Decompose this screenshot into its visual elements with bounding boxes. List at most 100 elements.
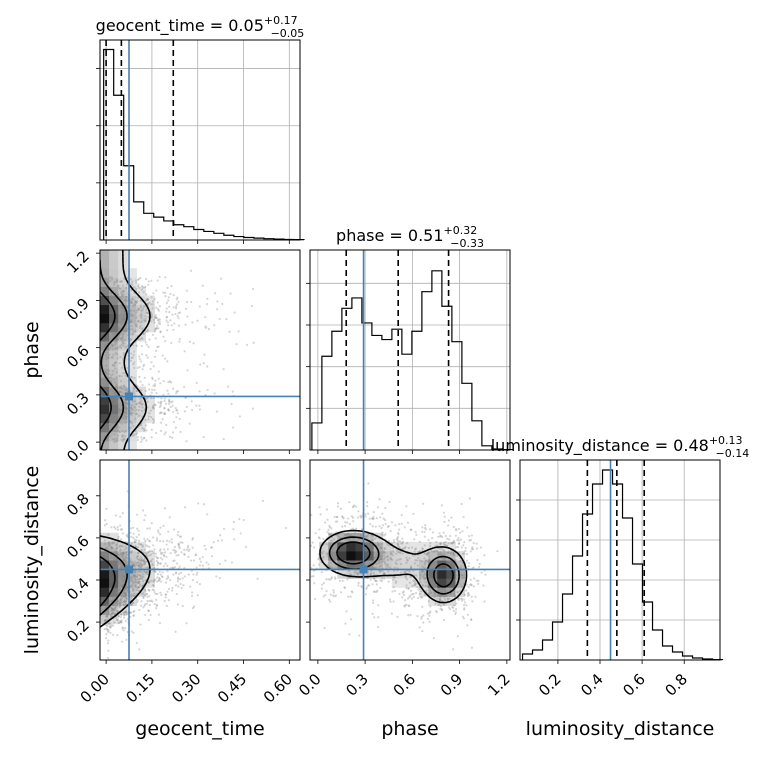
sample-point (153, 603, 156, 606)
sample-point (360, 527, 364, 531)
sample-point (438, 553, 441, 556)
density-cell (346, 560, 356, 570)
sample-point (115, 591, 118, 595)
sample-point (151, 417, 154, 421)
sample-point (403, 526, 406, 529)
sample-point (365, 586, 368, 589)
density-cell (109, 413, 119, 424)
sample-point (157, 613, 160, 616)
sample-point (124, 298, 128, 301)
sample-point (205, 303, 209, 306)
sample-point (115, 552, 118, 556)
sample-point (423, 566, 426, 569)
sample-point (114, 361, 117, 364)
sample-point (389, 557, 392, 560)
histogram-luminosity_distance (521, 469, 724, 661)
sample-point (381, 546, 384, 549)
sample-point (442, 558, 445, 561)
sample-point (118, 280, 122, 283)
sample-point (408, 570, 411, 573)
sample-point (138, 405, 141, 408)
sample-point (146, 527, 149, 530)
sample-point (169, 292, 172, 296)
sample-point (345, 533, 348, 536)
sample-point (451, 606, 454, 609)
sample-point (198, 404, 201, 407)
sample-point (168, 380, 172, 383)
sample-point (134, 579, 137, 582)
sample-point (138, 414, 141, 417)
density-cell (373, 569, 384, 579)
sample-point (397, 558, 400, 561)
sample-point (186, 300, 189, 304)
density-cell (346, 569, 356, 579)
sample-point (370, 534, 373, 537)
sample-point (109, 631, 112, 635)
sample-point (119, 296, 122, 299)
sample-point (387, 565, 390, 569)
sample-point (395, 559, 398, 562)
sample-point (130, 413, 133, 417)
sample-point (433, 550, 436, 553)
sample-point (156, 324, 159, 327)
sample-point (107, 617, 111, 620)
sample-point (404, 574, 407, 578)
sample-point (478, 565, 481, 568)
contour-line (100, 547, 128, 616)
sample-point (347, 595, 350, 598)
sample-point (137, 551, 140, 555)
sample-point (310, 513, 313, 516)
sample-point (380, 555, 383, 558)
sample-point (118, 602, 121, 605)
sample-point (140, 576, 143, 579)
sample-point (117, 284, 120, 287)
x-tick-label: 0.3 (342, 670, 372, 700)
sample-point (235, 343, 238, 346)
sample-point (123, 329, 126, 332)
density-cell (118, 286, 128, 296)
sample-point (214, 292, 217, 295)
sample-point (144, 514, 147, 517)
sample-point (121, 566, 124, 570)
sample-point (138, 397, 142, 400)
sample-point (464, 546, 467, 550)
sample-point (421, 596, 424, 599)
sample-point (449, 551, 452, 555)
sample-point (386, 563, 390, 566)
sample-point (130, 595, 133, 598)
sample-point (122, 417, 125, 420)
sample-point (149, 409, 152, 412)
sample-point (119, 303, 122, 306)
sample-point (148, 545, 151, 548)
sample-point (326, 555, 329, 558)
sample-point (116, 561, 119, 564)
sample-point (132, 562, 135, 565)
sample-point (142, 437, 146, 440)
sample-point (137, 277, 141, 281)
sample-point (414, 548, 417, 551)
sample-point (219, 534, 222, 537)
density-cell (419, 578, 429, 588)
sample-point (141, 327, 144, 330)
sample-point (393, 541, 396, 544)
sample-point (116, 634, 119, 637)
density-cell (136, 560, 146, 570)
sample-point (152, 292, 155, 295)
sample-point (179, 571, 183, 574)
sample-point (134, 301, 138, 304)
sample-point (365, 534, 368, 537)
sample-point (213, 324, 216, 327)
sample-point (147, 609, 150, 613)
density-cell (410, 578, 420, 588)
sample-point (154, 555, 158, 558)
sample-point (164, 431, 167, 434)
sample-point (423, 593, 426, 596)
sample-point (145, 602, 148, 605)
sample-point (461, 574, 465, 577)
density-cell (109, 386, 119, 396)
sample-point (158, 305, 162, 308)
sample-point (177, 572, 181, 575)
sample-point (444, 540, 447, 544)
sample-point (136, 555, 139, 558)
sample-point (143, 559, 146, 562)
